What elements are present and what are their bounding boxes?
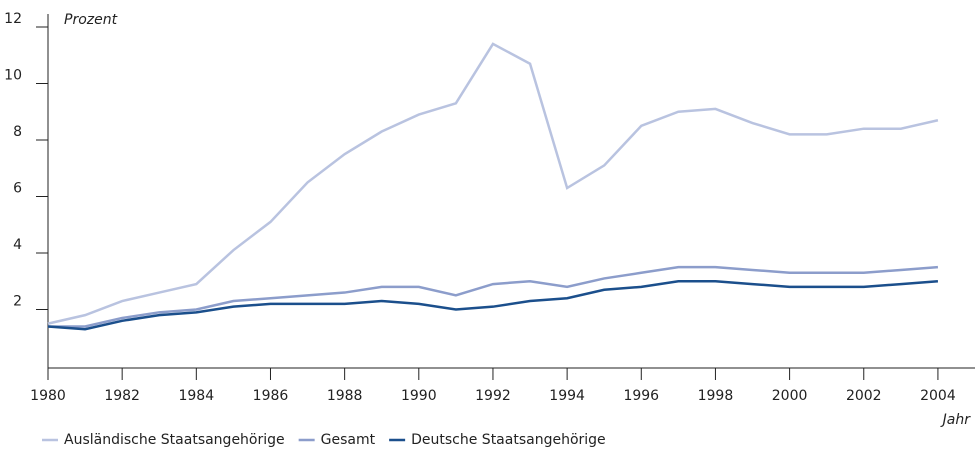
y-tick-label: 10 [4,68,22,84]
y-tick-label: 6 [13,181,22,197]
y-tick-label: 2 [13,294,22,310]
x-tick-label: 2000 [772,388,808,404]
x-tick-label: 2004 [920,388,956,404]
x-axis-label: Jahr [940,412,972,428]
x-tick-label: 2002 [846,388,882,404]
y-tick-label: 8 [13,124,22,140]
x-tick-label: 1982 [104,388,140,404]
x-tick-label: 1980 [30,388,66,404]
legend-label: Gesamt [321,432,376,448]
x-tick-label: 1986 [253,388,289,404]
x-tick-label: 1994 [549,388,585,404]
series-line [47,280,939,331]
x-tick-label: 1990 [401,388,437,404]
x-tick-label: 1996 [623,388,659,404]
x-tick-label: 1988 [327,388,363,404]
y-tick-label: 12 [4,11,22,27]
x-tick-label: 1998 [698,388,734,404]
y-tick-label: 4 [13,237,22,253]
series-line [48,265,939,328]
legend-label: Ausländische Staatsangehörige [64,432,285,448]
y-axis-label: Prozent [64,12,118,28]
legend-label: Deutsche Staatsangehörige [411,432,606,448]
series-line [47,42,939,325]
x-tick-label: 1984 [178,388,214,404]
x-tick-label: 1992 [475,388,511,404]
